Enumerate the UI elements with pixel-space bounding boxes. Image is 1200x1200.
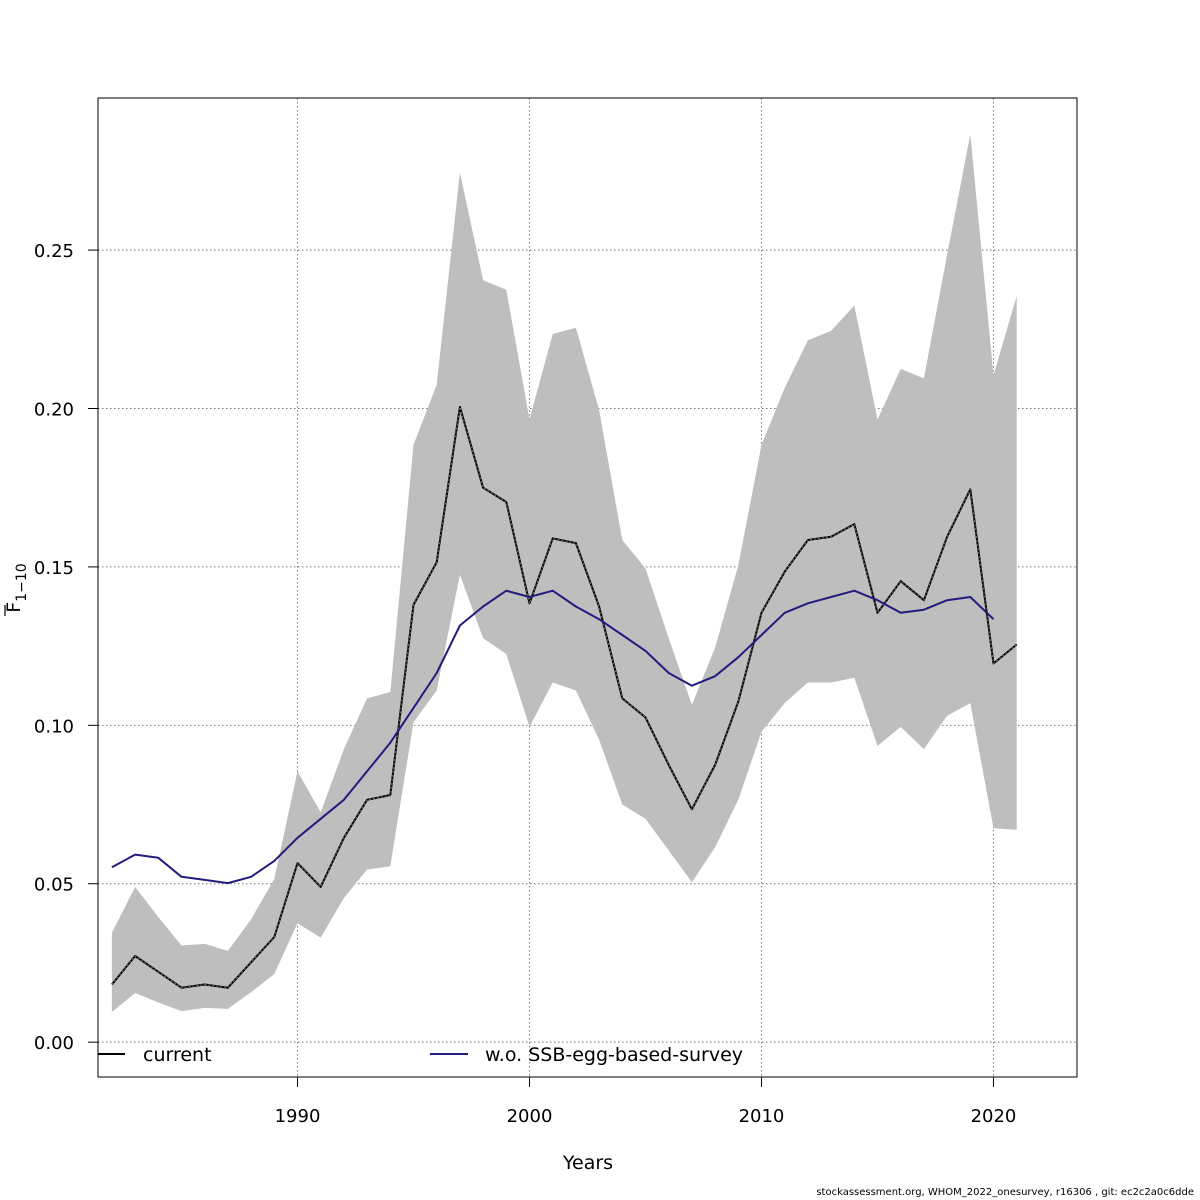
x-axis-title: Years xyxy=(562,1152,613,1174)
x-tick-label-1: 2000 xyxy=(507,1106,553,1127)
plot-frame xyxy=(97,97,1078,1078)
y-axis-title-main: F xyxy=(3,602,25,613)
y-axis: 0.00 0.05 0.10 0.15 0.20 0.25 xyxy=(34,241,98,1054)
y-tick-label-3: 0.15 xyxy=(34,558,74,579)
y-axis-title: F1−10 xyxy=(3,563,30,616)
x-tick-label-3: 2020 xyxy=(971,1106,1017,1127)
x-axis: 1990 2000 2010 2020 xyxy=(275,1077,1017,1127)
y-axis-title-subscript: 1−10 xyxy=(14,563,30,601)
confidence-band-area xyxy=(111,134,1017,1013)
y-tick-label-5: 0.25 xyxy=(34,241,74,262)
legend: current w.o. SSB-egg-based-survey xyxy=(98,1044,743,1066)
series-lines xyxy=(111,405,1018,989)
svg-text:F1−10: F1−10 xyxy=(3,563,30,612)
y-tick-label-1: 0.05 xyxy=(34,875,74,896)
y-tick-label-4: 0.20 xyxy=(34,399,74,420)
series-line-0-dash xyxy=(111,406,1017,989)
footer-source: stockassessment.org, WHOM_2022_onesurvey… xyxy=(816,1187,1194,1198)
x-tick-label-0: 1990 xyxy=(275,1106,321,1127)
y-tick-label-0: 0.00 xyxy=(34,1033,74,1054)
confidence-band xyxy=(111,134,1017,1013)
y-tick-label-2: 0.10 xyxy=(34,716,74,737)
x-tick-label-2: 2010 xyxy=(739,1106,785,1127)
legend-label-wo-ssb: w.o. SSB-egg-based-survey xyxy=(485,1044,743,1066)
series-line-1 xyxy=(111,589,995,885)
legend-label-current: current xyxy=(143,1044,212,1066)
